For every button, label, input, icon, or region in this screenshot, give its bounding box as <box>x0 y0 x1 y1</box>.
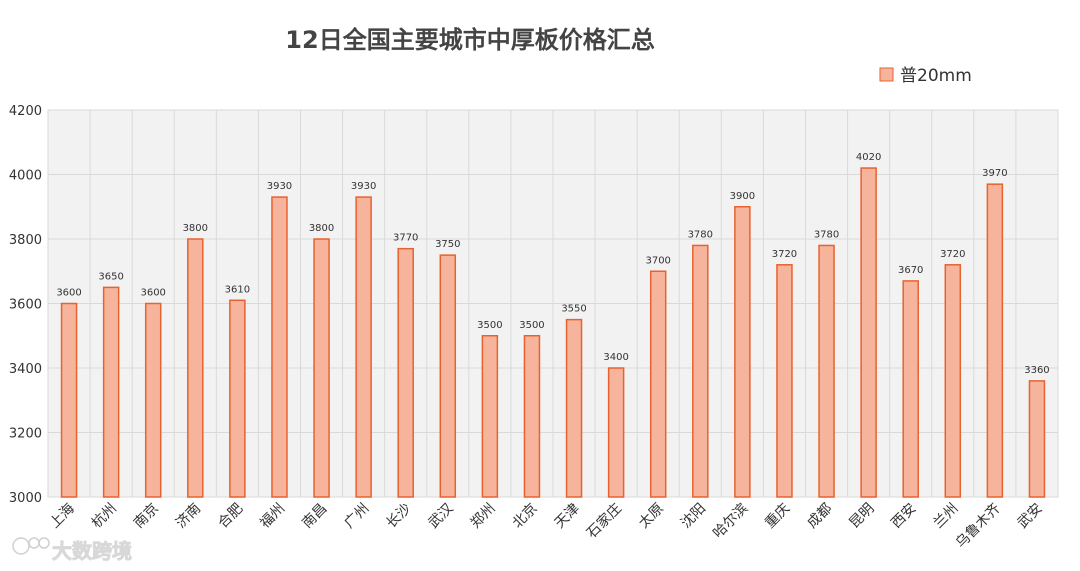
bars <box>60 167 1046 498</box>
gridlines <box>48 109 1058 498</box>
y-tick-label: 3600 <box>9 298 42 313</box>
data-label: 3670 <box>898 265 923 276</box>
data-label: 3650 <box>98 271 123 282</box>
chart-title: 12日全国主要城市中厚板价格汇总 <box>285 26 654 54</box>
data-label: 3500 <box>477 320 502 331</box>
data-label: 3800 <box>183 223 208 234</box>
y-tick-label: 4200 <box>9 104 42 119</box>
y-tick-label: 3800 <box>9 233 42 248</box>
data-label: 3600 <box>56 288 81 299</box>
x-tick-label: 西安 <box>888 501 919 532</box>
data-label: 3720 <box>940 249 965 260</box>
data-label: 3930 <box>267 181 292 192</box>
x-tick-label: 济南 <box>173 501 204 532</box>
legend: 普20mm <box>879 66 972 86</box>
data-labels: 3600 3650 3600 3800 3610 3930 3800 3930 3770 3750… <box>56 152 1049 376</box>
watermark: 大数跨境 <box>12 537 132 563</box>
x-tick-label: 重庆 <box>762 501 793 532</box>
bar <box>102 286 120 498</box>
data-label: 4020 <box>856 152 881 163</box>
logo-icon <box>12 537 50 555</box>
data-label: 3400 <box>603 352 628 363</box>
bar <box>229 299 246 498</box>
x-tick-label: 南京 <box>131 501 162 532</box>
x-tick-label: 长沙 <box>383 501 414 532</box>
data-label: 3970 <box>982 168 1007 179</box>
data-label: 3770 <box>393 233 418 244</box>
y-tick-label: 3000 <box>9 491 42 506</box>
data-label: 3720 <box>772 249 797 260</box>
bar <box>439 254 457 498</box>
bar <box>144 302 162 498</box>
data-label: 3800 <box>309 223 334 234</box>
x-tick-label: 南昌 <box>299 501 330 532</box>
bar <box>60 302 78 498</box>
legend-label: 普20mm <box>900 66 972 86</box>
data-label: 3930 <box>351 181 376 192</box>
x-tick-label: 兰州 <box>931 501 962 532</box>
bar <box>313 238 330 498</box>
data-label: 3360 <box>1024 365 1049 376</box>
bar <box>734 206 751 498</box>
x-tick-label: 福州 <box>257 501 288 532</box>
x-tick-label: 石家庄 <box>583 500 625 542</box>
x-tick-label: 郑州 <box>468 501 499 532</box>
bar <box>818 244 835 498</box>
bar <box>271 196 288 498</box>
data-label: 3550 <box>561 304 586 315</box>
bar <box>481 335 499 498</box>
watermark-text: 大数跨境 <box>52 539 132 563</box>
bar <box>565 318 583 498</box>
x-tick-label: 广州 <box>341 501 372 532</box>
bar <box>187 238 204 498</box>
x-tick-label: 成都 <box>804 501 835 532</box>
bar <box>860 167 877 498</box>
bar <box>692 244 709 498</box>
x-tick-label: 太原 <box>636 501 667 532</box>
x-tick-label: 武安 <box>1015 501 1046 532</box>
data-label: 3600 <box>140 288 165 299</box>
bar <box>607 367 625 498</box>
x-tick-label: 合肥 <box>215 501 246 532</box>
x-axis: 上海 杭州 南京 济南 合肥 福州 南昌 广州 长沙 武汉 郑州 北京 天津 石家庄 太原 沈阳 哈尔滨 重庆 成都… <box>47 500 1046 552</box>
x-tick-label: 天津 <box>552 501 583 532</box>
bar <box>944 264 962 498</box>
data-label: 3750 <box>435 239 460 250</box>
bar <box>649 270 667 498</box>
bar <box>355 196 372 498</box>
data-label: 3700 <box>645 255 670 266</box>
data-label: 3780 <box>814 229 839 240</box>
y-tick-label: 3200 <box>9 427 42 442</box>
legend-swatch <box>879 67 894 82</box>
x-tick-label: 杭州 <box>89 501 120 532</box>
x-tick-label: 上海 <box>47 501 78 532</box>
x-tick-label: 哈尔滨 <box>710 501 751 542</box>
y-tick-label: 4000 <box>9 169 42 184</box>
x-tick-label: 乌鲁木齐 <box>953 501 1004 552</box>
bar <box>902 280 919 498</box>
bar <box>1028 380 1046 498</box>
data-label: 3780 <box>688 229 713 240</box>
data-label: 3900 <box>730 191 755 202</box>
x-tick-label: 沈阳 <box>678 501 709 532</box>
bar <box>397 247 414 498</box>
bar <box>986 183 1004 498</box>
x-tick-label: 武汉 <box>426 501 457 532</box>
bar <box>776 264 793 498</box>
bar <box>523 335 541 498</box>
x-tick-label: 昆明 <box>846 501 877 532</box>
data-label: 3610 <box>225 284 250 295</box>
y-tick-label: 3400 <box>9 362 42 377</box>
x-tick-label: 北京 <box>510 501 541 532</box>
y-axis: 3000 3200 3400 3600 3800 4000 4200 <box>9 104 42 506</box>
data-label: 3500 <box>519 320 544 331</box>
